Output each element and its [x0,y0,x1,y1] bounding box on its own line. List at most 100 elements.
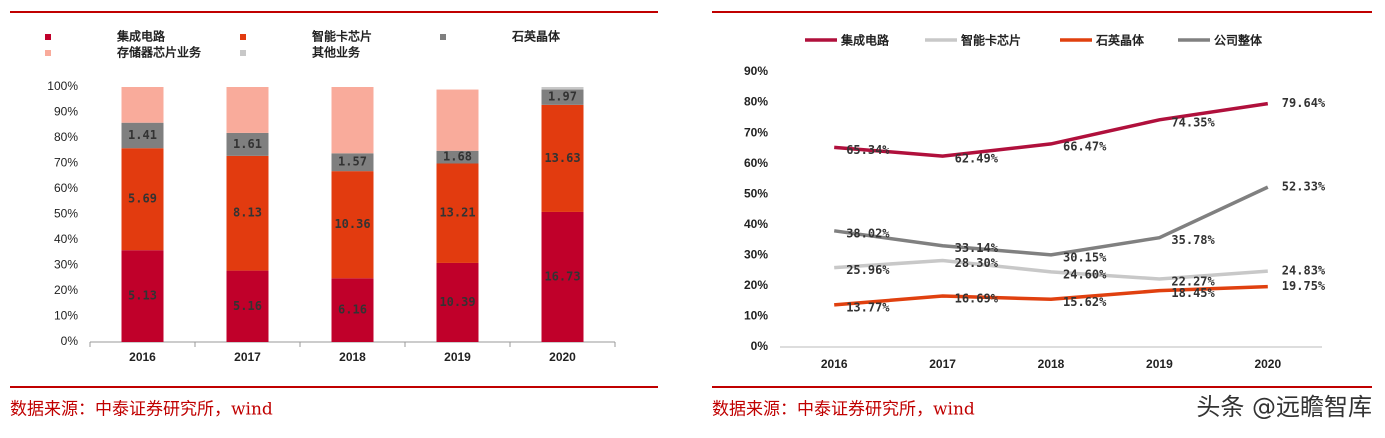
bar-segment [436,163,479,263]
y-tick-label: 90% [54,105,78,119]
data-label: 33.14% [955,241,999,255]
bar-segment [541,89,584,105]
y-tick-label: 60% [54,181,78,195]
segment-label: 13.63 [544,151,580,165]
legend-label: 其他业务 [312,45,361,60]
bar-segment [226,270,269,342]
legend-label: 智能卡芯片 [960,33,1021,48]
data-label: 13.77% [846,300,890,314]
bar-segment [121,87,164,123]
legend-label: 智能卡芯片 [311,29,372,44]
y-tick-label: 70% [54,156,78,170]
y-tick-label: 10% [54,309,78,323]
y-tick-label: 80% [54,130,78,144]
x-tick-label: 2017 [929,357,956,371]
x-tick-label: 2019 [444,350,471,364]
y-tick-label: 100% [47,79,78,93]
legend-label: 集成电路 [840,33,890,48]
bar-segment [226,87,269,133]
bar-segment [436,89,479,151]
y-tick-label: 30% [54,258,78,272]
series-line [834,101,1269,158]
legend-marker [45,50,51,56]
segment-label: 1.97 [548,90,577,104]
data-label: 22.27% [1171,274,1215,288]
y-tick-label: 40% [744,217,768,231]
series-line [834,284,1268,307]
bar-segment [226,132,269,156]
segment-label: 5.16 [233,299,262,313]
y-tick-label: 70% [744,125,768,139]
data-label: 66.47% [1063,139,1107,153]
data-label: 28.30% [955,256,999,270]
bar-segment [121,250,164,342]
legend-marker [440,34,446,40]
data-label: 38.02% [846,226,890,240]
bar-segment [331,153,374,172]
x-tick-label: 2017 [234,350,261,364]
segment-label: 5.69 [128,192,157,206]
y-tick-label: 0% [61,334,79,348]
y-tick-label: 10% [744,309,768,323]
x-tick-label: 2020 [1254,357,1281,371]
legend-marker [240,34,246,40]
segment-label: 6.16 [338,303,367,317]
segment-label: 1.57 [338,155,367,169]
data-label: 52.33% [1282,180,1326,194]
y-tick-label: 40% [54,232,78,246]
legend-label: 石英晶体 [1095,33,1145,48]
bar-segment [541,87,584,90]
legend-label: 集成电路 [116,29,166,44]
y-tick-label: 20% [744,278,768,292]
bar-segment [121,148,164,251]
segment-label: 1.61 [233,137,262,151]
bar-segment [331,87,374,154]
data-label: 24.60% [1063,267,1107,281]
x-tick-label: 2018 [339,350,366,364]
y-tick-label: 20% [54,283,78,297]
data-label: 25.96% [846,263,890,277]
data-label: 16.69% [955,292,999,306]
segment-label: 8.13 [233,206,262,220]
series-line [834,258,1268,281]
segment-label: 13.21 [439,206,475,220]
data-label: 35.78% [1171,233,1215,247]
x-tick-label: 2020 [549,350,576,364]
y-tick-label: 90% [744,64,768,78]
y-tick-label: 60% [744,156,768,170]
x-tick-label: 2018 [1038,357,1065,371]
data-label: 15.62% [1063,295,1107,309]
legend-label: 公司整体 [1214,33,1263,48]
bar-segment [541,211,584,342]
data-label: 18.45% [1171,286,1215,300]
legend-label: 石英晶体 [511,29,561,44]
data-label: 65.34% [846,143,890,157]
x-tick-label: 2016 [821,357,848,371]
bar-segment [436,262,479,342]
series-line [833,185,1269,257]
y-tick-label: 50% [54,207,78,221]
bar-segment [226,155,269,271]
data-label: 79.64% [1282,96,1326,110]
x-tick-label: 2019 [1146,357,1173,371]
data-label: 62.49% [955,152,999,166]
watermark: 头条 @远瞻智库 [1196,393,1372,421]
segment-label: 16.73 [544,269,580,283]
x-tick-label: 2016 [129,350,156,364]
data-label: 19.75% [1282,279,1326,293]
bar-segment [436,150,479,164]
segment-label: 10.39 [439,295,475,309]
y-tick-label: 50% [744,186,768,200]
segment-label: 1.68 [443,150,472,164]
legend-label: 存储器芯片业务 [116,45,202,60]
source: 数据来源：中泰证券研究所，wind [10,400,273,420]
y-tick-label: 80% [744,95,768,109]
data-label: 30.15% [1063,250,1107,264]
bar-segment [541,104,584,212]
y-tick-label: 0% [751,339,769,353]
segment-label: 1.41 [128,128,157,142]
segment-label: 5.13 [128,289,157,303]
legend-marker [240,50,246,56]
y-tick-label: 30% [744,248,768,262]
